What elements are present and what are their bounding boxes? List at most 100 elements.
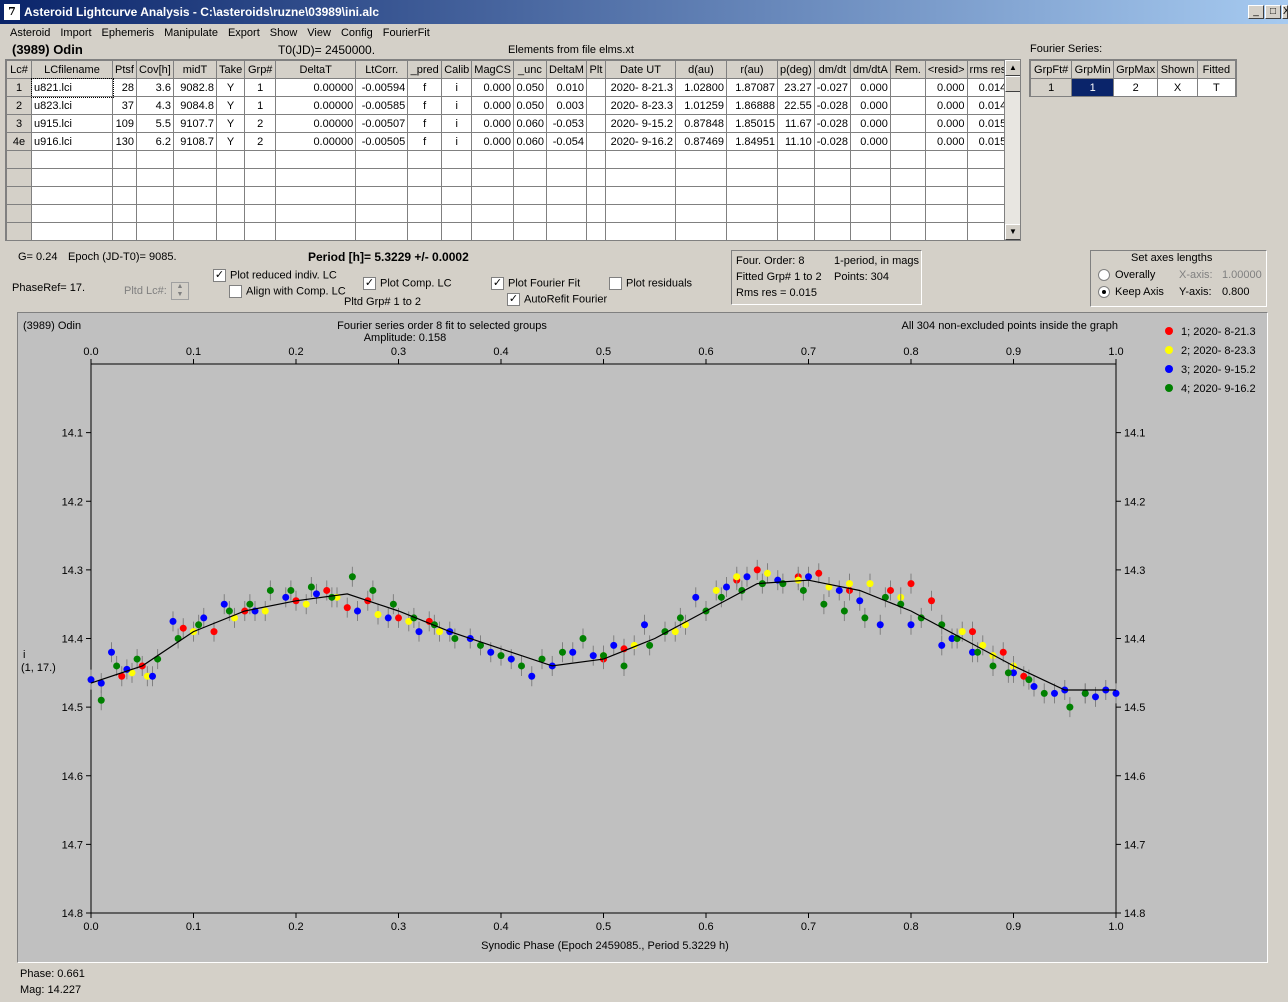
table-cell[interactable]: 0.050 xyxy=(512,96,547,115)
table-cell[interactable] xyxy=(244,168,277,187)
table-cell[interactable] xyxy=(512,186,547,205)
table-cell[interactable]: 0.010 xyxy=(545,78,587,97)
table-cell[interactable]: 4.3 xyxy=(135,96,174,115)
table-cell[interactable] xyxy=(275,168,357,187)
table-row[interactable]: 2 u823.lci 37 4.3 9084.8 Y 1 0.00000 -0.00585 f i 0… xyxy=(6,96,1010,115)
table-cell[interactable] xyxy=(112,168,137,187)
table-cell[interactable]: 0.87848 xyxy=(674,114,727,133)
table-cell[interactable]: 2 xyxy=(1113,78,1159,96)
table-cell[interactable] xyxy=(776,150,815,169)
column-header[interactable]: r(au) xyxy=(725,60,778,79)
table-cell[interactable] xyxy=(135,150,174,169)
checkbox-box[interactable]: ✓ xyxy=(491,277,504,290)
table-cell[interactable] xyxy=(585,222,606,240)
table-cell[interactable] xyxy=(966,222,1010,240)
table-cell[interactable] xyxy=(849,222,891,240)
row-header[interactable] xyxy=(6,222,32,240)
table-cell[interactable]: -0.053 xyxy=(545,114,587,133)
table-cell[interactable]: 109 xyxy=(112,114,137,133)
title-bar[interactable]: Asteroid Lightcurve Analysis - C:\astero… xyxy=(0,0,1288,24)
empty-row[interactable] xyxy=(6,204,1010,223)
column-header[interactable]: LtCorr. xyxy=(355,60,409,79)
table-cell[interactable] xyxy=(889,114,926,133)
table-cell[interactable]: 1.86888 xyxy=(725,96,778,115)
scroll-up-icon[interactable]: ▲ xyxy=(1005,60,1020,76)
lc-table-scrollbar[interactable]: ▲ ▼ xyxy=(1004,60,1020,240)
table-cell[interactable]: u821.lci xyxy=(30,77,114,98)
table-cell[interactable] xyxy=(441,186,473,205)
empty-row[interactable] xyxy=(6,186,1010,205)
table-cell[interactable]: 0.060 xyxy=(512,132,547,151)
table-cell[interactable]: 130 xyxy=(112,132,137,151)
table-cell[interactable] xyxy=(776,186,815,205)
table-cell[interactable]: 0.87469 xyxy=(674,132,727,151)
row-header[interactable] xyxy=(6,186,32,205)
table-cell[interactable]: i xyxy=(441,132,473,151)
column-header[interactable]: DeltaT xyxy=(275,60,357,79)
column-header[interactable]: GrpMin xyxy=(1071,60,1115,79)
table-cell[interactable] xyxy=(112,150,137,169)
table-cell[interactable] xyxy=(244,150,277,169)
column-header[interactable]: dm/dt xyxy=(813,60,851,79)
table-cell[interactable]: 37 xyxy=(112,96,137,115)
x-axis-value[interactable]: 1.00000 xyxy=(1222,269,1262,281)
menu-ephemeris[interactable]: Ephemeris xyxy=(101,27,155,39)
menu-asteroid[interactable]: Asteroid xyxy=(10,27,51,39)
table-cell[interactable] xyxy=(244,222,277,240)
table-cell[interactable] xyxy=(889,150,926,169)
row-header[interactable] xyxy=(6,150,32,169)
table-cell[interactable]: 0.000 xyxy=(924,114,968,133)
table-cell[interactable] xyxy=(889,132,926,151)
table-cell[interactable] xyxy=(172,186,217,205)
table-cell[interactable]: -0.028 xyxy=(813,132,851,151)
pltd-lc-spinner[interactable]: ▲ ▼ xyxy=(171,282,189,300)
table-cell[interactable] xyxy=(545,186,587,205)
table-cell[interactable] xyxy=(889,186,926,205)
table-cell[interactable]: 2020- 9-15.2 xyxy=(604,114,676,133)
table-cell[interactable] xyxy=(441,150,473,169)
table-cell[interactable] xyxy=(355,168,409,187)
empty-row[interactable] xyxy=(6,150,1010,169)
empty-row[interactable] xyxy=(6,222,1010,240)
table-cell[interactable]: i xyxy=(441,114,473,133)
table-cell[interactable]: 0.000 xyxy=(849,96,891,115)
table-cell[interactable] xyxy=(407,186,443,205)
table-cell[interactable]: 5.5 xyxy=(135,114,174,133)
table-cell[interactable]: f xyxy=(407,132,443,151)
table-cell[interactable] xyxy=(674,204,727,223)
table-cell[interactable] xyxy=(512,222,547,240)
checkbox-box[interactable]: ✓ xyxy=(363,277,376,290)
table-cell[interactable] xyxy=(849,204,891,223)
table-cell[interactable]: 0.000 xyxy=(924,78,968,97)
table-row[interactable]: 3 u915.lci 109 5.5 9107.7 Y 2 0.00000 -0.00507 f i… xyxy=(6,114,1010,133)
table-cell[interactable] xyxy=(471,168,514,187)
checkbox-box[interactable] xyxy=(609,277,622,290)
table-row[interactable]: 4e u916.lci 130 6.2 9108.7 Y 2 0.00000 -0.00505 f… xyxy=(6,132,1010,151)
table-cell[interactable] xyxy=(924,186,968,205)
table-cell[interactable] xyxy=(215,186,246,205)
table-cell[interactable]: 11.67 xyxy=(776,114,815,133)
table-cell[interactable]: 6.2 xyxy=(135,132,174,151)
menu-fourierfit[interactable]: FourierFit xyxy=(382,27,430,39)
table-cell[interactable]: 2020- 8-23.3 xyxy=(604,96,676,115)
column-header[interactable]: GrpMax xyxy=(1113,60,1159,79)
table-cell[interactable] xyxy=(112,222,137,240)
table-cell[interactable]: 9107.7 xyxy=(172,114,217,133)
table-cell[interactable] xyxy=(135,168,174,187)
row-header[interactable]: 4e xyxy=(6,132,32,151)
table-cell[interactable] xyxy=(813,204,851,223)
table-cell[interactable]: -0.00507 xyxy=(355,114,409,133)
table-cell[interactable]: Y xyxy=(215,96,246,115)
table-cell[interactable]: 3.6 xyxy=(135,78,174,97)
table-cell[interactable] xyxy=(604,186,676,205)
table-cell[interactable] xyxy=(441,204,473,223)
table-cell[interactable]: 1 xyxy=(244,78,277,97)
table-cell[interactable]: 9108.7 xyxy=(172,132,217,151)
plot-reduced-checkbox[interactable]: ✓ Plot reduced indiv. LC xyxy=(213,269,337,282)
table-cell[interactable] xyxy=(889,204,926,223)
table-cell[interactable] xyxy=(725,222,778,240)
table-cell[interactable] xyxy=(275,186,357,205)
table-cell[interactable] xyxy=(112,186,137,205)
table-cell[interactable] xyxy=(813,186,851,205)
